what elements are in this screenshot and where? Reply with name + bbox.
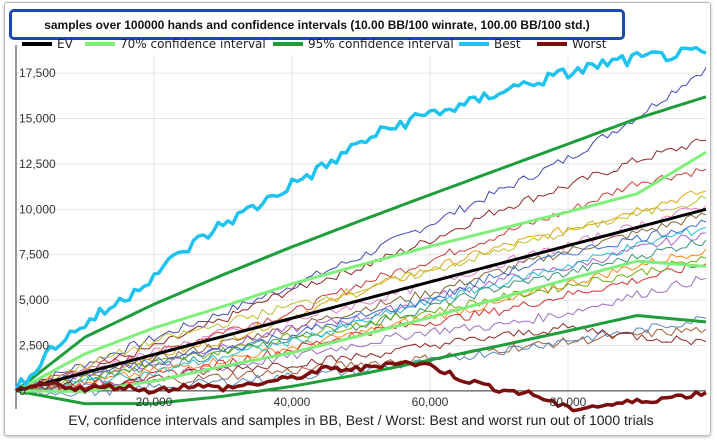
sample-line-13 [15, 256, 707, 394]
sample-line-3 [15, 167, 707, 392]
y-tick-label: 15,000 [19, 112, 56, 126]
legend-label-70-ci: 70% confidence interval [120, 37, 266, 51]
sample-line-17 [15, 219, 707, 393]
ci95-upper-line [15, 95, 707, 392]
legend-label-best: Best [494, 37, 521, 51]
sample-line-1 [15, 67, 707, 392]
y-tick-label: 5,000 [19, 293, 49, 307]
legend-swatch-70-ci [85, 42, 115, 46]
legend-item-best: Best [459, 37, 521, 51]
legend-item-70-ci: 70% confidence interval [85, 37, 266, 51]
legend-label-95-ci: 95% confidence interval [308, 37, 454, 51]
sample-line-8 [15, 248, 707, 394]
legend-label-worst: Worst [572, 37, 607, 51]
chart-title: samples over 100000 hands and confidence… [9, 9, 625, 40]
sample-line-16 [15, 195, 707, 392]
y-tick-label: 7,500 [19, 248, 49, 262]
legend-item-95-ci: 95% confidence interval [273, 37, 454, 51]
sample-line-6 [15, 232, 707, 392]
x-tick-label: 80,000 [550, 395, 587, 409]
legend-label-ev: EV [57, 37, 73, 51]
best-line [14, 45, 707, 392]
legend-swatch-best [459, 42, 489, 46]
legend-swatch-95-ci [273, 42, 303, 46]
sample-line-18 [15, 322, 707, 396]
sample-line-11 [15, 326, 707, 394]
plot-area [16, 55, 706, 409]
legend-swatch-ev [22, 42, 52, 46]
y-tick-label: 10,000 [19, 202, 56, 216]
ci70-upper-line [15, 150, 707, 393]
legend-item-worst: Worst [537, 37, 606, 51]
y-tick-label: 2,500 [19, 338, 49, 352]
x-tick-label: 20,000 [136, 395, 173, 409]
sample-line-9 [15, 263, 707, 393]
x-tick-label: 60,000 [412, 395, 449, 409]
y-tick-label: 17,500 [19, 66, 56, 80]
sample-line-2 [15, 138, 707, 392]
x-tick-label: 40,000 [274, 395, 311, 409]
sample-line-5 [15, 212, 707, 393]
legend-swatch-worst [537, 42, 567, 46]
x-axis-caption: EV, confidence intervals and samples in … [68, 412, 654, 428]
y-tick-label: 0 [19, 384, 26, 398]
legend-item-ev: EV [22, 37, 73, 51]
ev-line [15, 207, 707, 393]
worst-line [15, 359, 707, 413]
y-tick-label: 12,500 [19, 157, 56, 171]
ci95-lower-line [15, 313, 707, 406]
